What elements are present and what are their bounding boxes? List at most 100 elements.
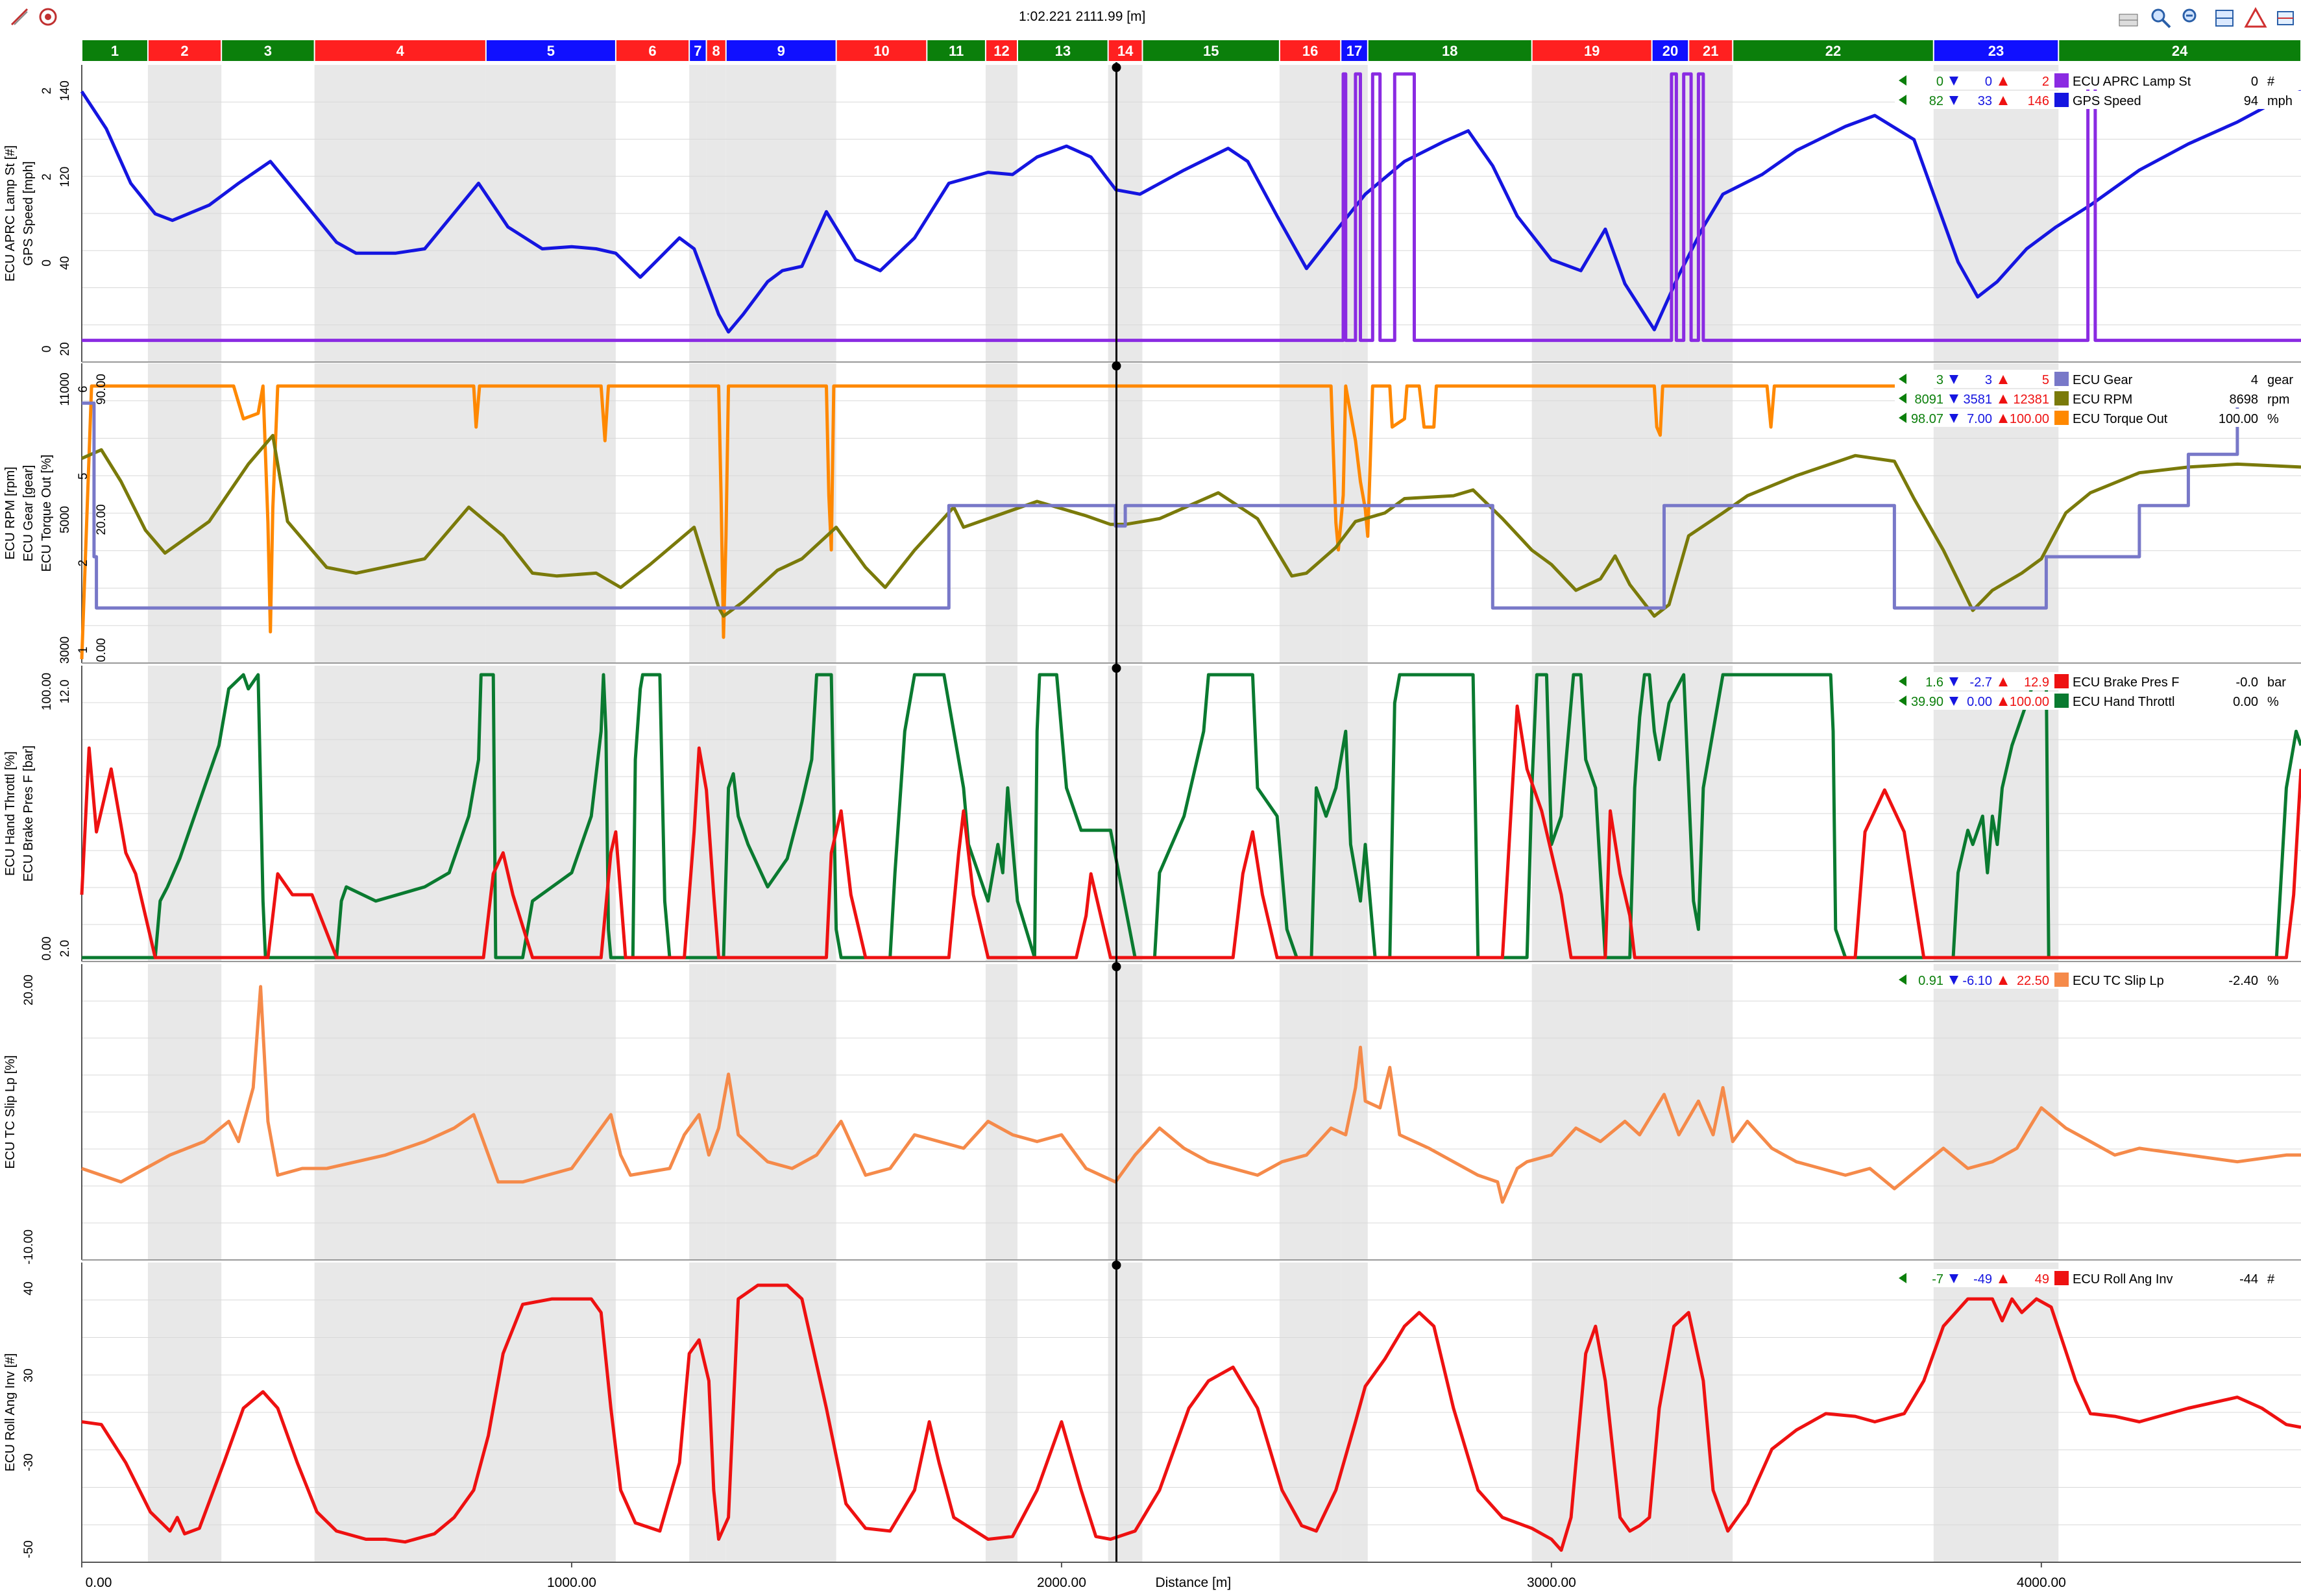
- tick-label: 3000: [58, 636, 72, 664]
- series-ecu-torque-out: [80, 384, 2301, 660]
- legend-row[interactable]: 0 0 2 ECU APRC Lamp St 0 #: [1895, 71, 2301, 90]
- segment-box[interactable]: [2059, 40, 2300, 61]
- segment-box[interactable]: [1689, 40, 1733, 61]
- segment-box[interactable]: [1017, 40, 1108, 61]
- axis-label: ECU Brake Pres F [bar]: [21, 745, 36, 882]
- segment-7[interactable]: 7: [690, 40, 706, 61]
- min-arrow-icon: [1899, 413, 1906, 423]
- segment-12[interactable]: 12: [986, 40, 1017, 61]
- segment-24[interactable]: 24: [2059, 40, 2300, 61]
- segment-box[interactable]: [486, 40, 615, 61]
- segment-21[interactable]: 21: [1689, 40, 1733, 61]
- tick-label: 2: [40, 88, 54, 95]
- cursor-handle[interactable]: [1112, 664, 1121, 673]
- segment-label: 4: [396, 43, 405, 59]
- segment-20[interactable]: 20: [1652, 40, 1688, 61]
- segment-box[interactable]: [1368, 40, 1531, 61]
- segment-3[interactable]: 3: [222, 40, 314, 61]
- segment-13[interactable]: 13: [1017, 40, 1108, 61]
- segment-5[interactable]: 5: [486, 40, 615, 61]
- series-ecu-tc-slip-lp: [81, 985, 2301, 1204]
- min-arrow-icon: [1899, 695, 1906, 706]
- segment-box[interactable]: [707, 40, 725, 61]
- min-arrow-icon: [1899, 974, 1906, 985]
- segment-box[interactable]: [726, 40, 836, 61]
- legend-bg: [1895, 672, 2301, 690]
- legend-row[interactable]: 3 3 5 ECU Gear 4 gear: [1895, 370, 2301, 388]
- warning-icon[interactable]: [2244, 6, 2267, 30]
- max-arrow-icon: [1949, 375, 1958, 384]
- segment-22[interactable]: 22: [1733, 40, 1933, 61]
- legend-row[interactable]: -7 -49 49 ECU Roll Ang Inv -44 #: [1895, 1269, 2301, 1287]
- segment-box[interactable]: [1652, 40, 1688, 61]
- segment-box[interactable]: [315, 40, 485, 61]
- legend-row[interactable]: 1.6 -2.7 12.9 ECU Brake Pres F -0.0 bar: [1895, 672, 2301, 690]
- last-arrow-icon: [1999, 1274, 2008, 1283]
- segment-17[interactable]: 17: [1341, 40, 1367, 61]
- cursor-handle[interactable]: [1112, 63, 1121, 72]
- segment-box[interactable]: [82, 40, 147, 61]
- legend-max: 33: [1978, 94, 1992, 108]
- segment-16[interactable]: 16: [1280, 40, 1341, 61]
- legend-row[interactable]: 39.90 0.00 100.00 ECU Hand Throttl 0.00%: [1895, 692, 2301, 710]
- segment-box[interactable]: [148, 40, 221, 61]
- segment-14[interactable]: 14: [1108, 40, 1142, 61]
- segment-15[interactable]: 15: [1143, 40, 1279, 61]
- segment-label: 13: [1055, 43, 1071, 59]
- cursor-handle[interactable]: [1112, 361, 1121, 370]
- axis-label: ECU TC Slip Lp [%]: [3, 1055, 18, 1168]
- segment-box[interactable]: [690, 40, 706, 61]
- last-arrow-icon: [1999, 77, 2008, 86]
- segment-box[interactable]: [927, 40, 985, 61]
- segment-box[interactable]: [1341, 40, 1367, 61]
- segment-box[interactable]: [1733, 40, 1933, 61]
- segment-4[interactable]: 4: [315, 40, 485, 61]
- segment-box[interactable]: [836, 40, 927, 61]
- segment-8[interactable]: 8: [707, 40, 725, 61]
- pen-icon[interactable]: [8, 5, 31, 29]
- segment-19[interactable]: 19: [1532, 40, 1651, 61]
- series-ecu-roll-ang-inv: [81, 1283, 2301, 1552]
- legend-row[interactable]: 8091 3581 12381 ECU RPM 8698 rpm: [1895, 389, 2301, 407]
- segment-box[interactable]: [1108, 40, 1142, 61]
- segment-box[interactable]: [616, 40, 689, 61]
- tick-label: 2.0: [58, 940, 72, 957]
- legend: 0.91 -6.10 22.50 ECU TC Slip Lp -2.40%: [1895, 971, 2301, 989]
- segment-label: 6: [648, 43, 656, 59]
- min-arrow-icon: [1899, 676, 1906, 686]
- segment-box[interactable]: [1934, 40, 2058, 61]
- legend-max: 3: [1985, 373, 1992, 387]
- segment-box[interactable]: [1280, 40, 1341, 61]
- segment-6[interactable]: 6: [616, 40, 689, 61]
- segment-label: 16: [1302, 43, 1318, 59]
- segment-box[interactable]: [222, 40, 314, 61]
- segment-23[interactable]: 23: [1934, 40, 2058, 61]
- cursor-handle[interactable]: [1112, 962, 1121, 971]
- layout-icon[interactable]: [2213, 6, 2236, 30]
- segment-9[interactable]: 9: [726, 40, 836, 61]
- x-tick-label: 2000.00: [1037, 1575, 1086, 1590]
- fit-icon[interactable]: [2274, 6, 2297, 30]
- segment-box[interactable]: [986, 40, 1017, 61]
- segment-box[interactable]: [1143, 40, 1279, 61]
- record-icon[interactable]: [36, 5, 60, 29]
- legend-row[interactable]: 98.07 7.00 100.00 ECU Torque Out 100.00%: [1895, 409, 2301, 427]
- zoom-out-icon[interactable]: [2180, 6, 2204, 30]
- legend-row[interactable]: 0.91 -6.10 22.50 ECU TC Slip Lp -2.40%: [1895, 971, 2301, 989]
- legend-max: 3581: [1964, 393, 1993, 407]
- segment-box[interactable]: [1532, 40, 1651, 61]
- grid-icon[interactable]: [2117, 8, 2140, 31]
- cursor-handle[interactable]: [1112, 1261, 1121, 1270]
- cursor[interactable]: [1112, 62, 1121, 1562]
- segment-11[interactable]: 11: [927, 40, 985, 61]
- segment-1[interactable]: 1: [82, 40, 147, 61]
- legend-max: -49: [1973, 1272, 1992, 1287]
- segment-18[interactable]: 18: [1368, 40, 1531, 61]
- zoom-in-icon[interactable]: [2149, 6, 2173, 30]
- legend-row[interactable]: 82 33 146 GPS Speed 94 mph: [1895, 91, 2301, 109]
- segment-label: 21: [1703, 43, 1718, 59]
- segment-2[interactable]: 2: [148, 40, 221, 61]
- segment-10[interactable]: 10: [836, 40, 927, 61]
- legend-swatch: [2054, 73, 2069, 88]
